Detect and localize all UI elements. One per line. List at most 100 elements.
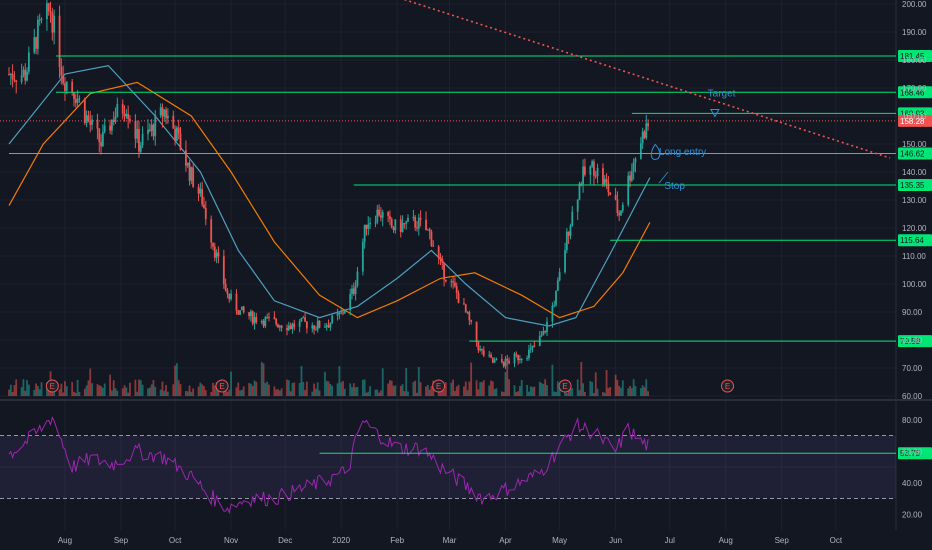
volume-bar <box>305 381 308 396</box>
price-levels[interactable]: 181.45 168.46 160.93 146.62 135.35 115.64 79.5… <box>0 49 932 348</box>
volume-bar <box>538 381 541 396</box>
volume-bar <box>578 390 581 396</box>
volume-bar <box>450 382 453 396</box>
volume-bar <box>354 387 357 396</box>
time-tick-label: Aug <box>719 536 733 545</box>
volume-bar <box>571 388 574 396</box>
volume-bar <box>71 381 74 396</box>
earnings-marker-icon <box>45 379 59 393</box>
candle-body <box>60 67 63 76</box>
volume-bar <box>363 379 366 396</box>
volume-bar <box>379 390 382 396</box>
candle-body <box>481 348 483 351</box>
volume-bar <box>582 383 584 396</box>
candle-body <box>629 175 631 181</box>
candle-body <box>340 312 343 314</box>
rsi-line <box>8 416 649 515</box>
volume-bar <box>8 389 10 396</box>
earnings-marker-icon <box>558 379 572 393</box>
candle-body <box>528 349 530 359</box>
candle-body <box>580 183 583 185</box>
volume-bar <box>325 380 328 396</box>
candle-body <box>24 69 27 81</box>
volume-bar <box>533 386 536 396</box>
candle-body <box>255 316 258 323</box>
volume-bar <box>470 362 473 396</box>
candle-body <box>426 229 429 231</box>
candle-body <box>468 312 471 321</box>
moving-average-line <box>8 81 651 319</box>
volume-bar <box>331 385 334 396</box>
candle-body <box>36 19 39 49</box>
candle-body <box>177 127 180 134</box>
candle-body <box>49 11 52 13</box>
candle-body <box>546 321 548 333</box>
volume-bar <box>639 388 642 396</box>
earnings-marker-icon <box>432 379 446 393</box>
candle-body <box>394 219 397 231</box>
candle-body <box>556 280 559 291</box>
volume-bar <box>504 372 507 396</box>
last-price-label: 158.28 <box>900 117 925 126</box>
volume-bar <box>199 382 202 396</box>
volume-bar <box>630 388 633 396</box>
candle-body <box>289 325 292 329</box>
candle-body <box>526 358 529 360</box>
volume-bar <box>273 386 276 396</box>
volume-bar <box>152 380 155 396</box>
candle-body <box>273 317 276 319</box>
volume-bar <box>289 391 292 396</box>
volume-bar <box>36 386 39 396</box>
candle-body <box>237 310 240 315</box>
volume-bar <box>342 380 344 396</box>
candle-body <box>583 166 586 175</box>
volume-bar <box>293 382 296 396</box>
candle-body <box>502 362 505 367</box>
candle-body <box>325 325 328 327</box>
volume-bar <box>138 379 140 396</box>
candle-body <box>417 217 420 229</box>
volume-bar <box>351 387 353 396</box>
volume-bar <box>125 387 128 396</box>
time-tick-label: Oct <box>169 536 182 545</box>
volume-bar <box>596 388 599 396</box>
candle-body <box>363 224 366 242</box>
candle-body <box>291 323 294 329</box>
volume-bar <box>349 383 352 396</box>
level-price-tag <box>898 86 932 99</box>
trendline[interactable] <box>366 0 891 159</box>
candle-body <box>235 293 238 311</box>
price-tick-label: 150.00 <box>902 140 927 149</box>
candle-body <box>602 167 604 185</box>
candle-body <box>519 359 521 361</box>
volume-bar <box>338 366 341 396</box>
candle-body <box>35 37 37 49</box>
candle-body <box>457 293 460 304</box>
volume-bar <box>217 389 220 396</box>
volume-bar <box>620 387 622 396</box>
volume-bar <box>114 388 117 396</box>
volume-bar <box>392 385 395 396</box>
rsi-panel: 58.75 <box>0 416 932 515</box>
candle-body <box>188 162 191 181</box>
last-price-tag <box>898 114 932 127</box>
rsi-tick-label: 40.00 <box>902 479 923 488</box>
candle-body <box>327 325 330 328</box>
volume-bar <box>129 382 131 396</box>
candle-body <box>125 113 128 117</box>
annotation-label: Target <box>708 88 736 99</box>
candle-body <box>627 175 630 205</box>
volume-bar <box>166 391 169 396</box>
volume-bar <box>116 390 119 396</box>
candle-body <box>175 127 178 141</box>
volume-bar <box>493 389 496 396</box>
volume-bar <box>430 385 433 396</box>
volume-bar <box>593 392 595 396</box>
volume-bar <box>488 385 491 396</box>
candle-body <box>311 325 314 329</box>
volume-bar <box>35 383 37 396</box>
earnings-marker-label: E <box>562 382 567 391</box>
volume-bar <box>528 391 530 396</box>
volume-bar <box>139 380 142 396</box>
